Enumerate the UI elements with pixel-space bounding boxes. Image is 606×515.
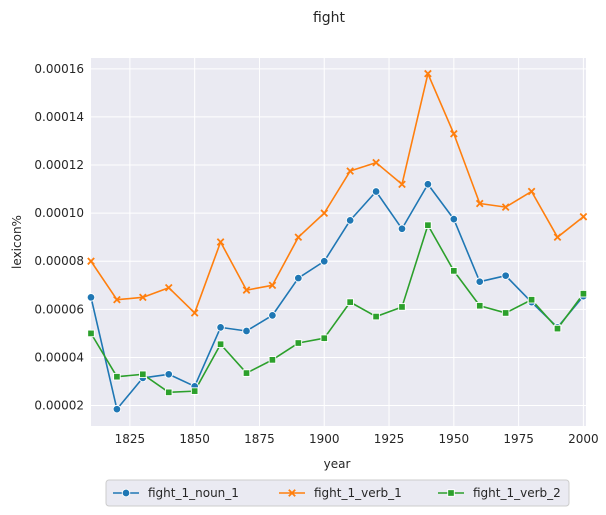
- data-point-fight_1_verb_1: [527, 187, 536, 196]
- x-tick-label: 1875: [244, 432, 275, 446]
- data-point-fight_1_verb_2: [113, 372, 121, 381]
- data-point-fight_1_verb_1: [346, 167, 354, 175]
- data-point-fight_1_noun_1: [86, 293, 96, 302]
- data-point-fight_1_verb_2: [475, 301, 484, 310]
- data-point-fight_1_noun_1: [501, 271, 510, 280]
- data-point-fight_1_noun_1: [371, 187, 381, 196]
- data-point-fight_1_verb_1: [87, 257, 95, 266]
- y-tick-label: 0.00016: [34, 62, 84, 76]
- y-tick-label: 0.00012: [34, 158, 84, 172]
- plot-background: [91, 58, 586, 426]
- data-point-fight_1_verb_1: [501, 203, 510, 211]
- x-tick-label: 1900: [309, 432, 340, 446]
- y-tick-labels: 0.00002 0.00004 0.00006 0.00008 0.00010 0.000…: [34, 62, 84, 413]
- data-point-fight_1_verb_1: [553, 233, 562, 242]
- series-markers: [86, 69, 588, 414]
- legend-frame: [105, 479, 570, 507]
- x-axis-label: year: [324, 457, 351, 471]
- data-point-fight_1_verb_1: [424, 69, 432, 78]
- data-point-fight_1_noun_1: [423, 180, 433, 189]
- legend-label-fight_1_verb_1: fight_1_verb_1: [314, 486, 402, 500]
- data-point-fight_1_noun_1: [294, 273, 303, 283]
- data-point-fight_1_verb_1: [398, 180, 406, 189]
- data-point-fight_1_verb_2: [242, 369, 251, 377]
- data-point-fight_1_verb_2: [372, 312, 380, 321]
- x-tick-labels: 1825 1850 1875 1900 1925 1950 1975 2000: [115, 432, 599, 446]
- data-point-fight_1_verb_1: [320, 209, 329, 217]
- data-point-fight_1_noun_1: [112, 404, 122, 414]
- data-point-fight_1_verb_2: [190, 387, 199, 395]
- data-point-fight_1_verb_2: [527, 295, 536, 304]
- grid-lines: [91, 58, 586, 426]
- chart-title: fight: [313, 10, 346, 26]
- data-point-fight_1_noun_1: [397, 224, 407, 234]
- y-axis-label: lexicon%: [10, 215, 24, 269]
- data-point-fight_1_verb_1: [164, 283, 173, 292]
- x-tick-label: 1950: [439, 432, 470, 446]
- series-line-fight_1_verb_2: [90, 224, 585, 394]
- data-point-fight_1_verb_2: [294, 339, 303, 347]
- data-point-fight_1_noun_1: [242, 326, 251, 336]
- data-point-fight_1_noun_1: [345, 216, 355, 225]
- data-point-fight_1_verb_2: [579, 289, 588, 298]
- data-point-fight_1_verb_1: [268, 281, 277, 290]
- x-tick-label: 1925: [374, 432, 405, 446]
- series-lines: [90, 72, 585, 410]
- y-tick-label: 0.00014: [34, 110, 84, 124]
- data-point-fight_1_verb_2: [164, 388, 173, 397]
- series-line-fight_1_verb_1: [90, 72, 584, 314]
- legend-marker-fight_1_noun_1: [121, 488, 131, 498]
- series-line-fight_1_noun_1: [90, 183, 585, 410]
- legend-marker-fight_1_verb_1: [288, 489, 296, 497]
- y-tick-label: 0.00002: [34, 399, 84, 413]
- data-point-fight_1_verb_2: [216, 340, 225, 348]
- data-point-fight_1_verb_1: [113, 295, 121, 304]
- data-point-fight_1_noun_1: [268, 311, 277, 320]
- x-tick-label: 1975: [503, 432, 534, 446]
- data-point-fight_1_verb_2: [398, 303, 406, 311]
- data-point-fight_1_verb_1: [294, 233, 303, 242]
- data-point-fight_1_verb_1: [138, 293, 147, 302]
- data-point-fight_1_verb_2: [268, 356, 277, 364]
- data-point-fight_1_noun_1: [449, 214, 459, 224]
- y-tick-label: 0.00010: [34, 206, 84, 220]
- data-point-fight_1_verb_2: [553, 324, 562, 333]
- x-tick-label: 1825: [115, 432, 146, 446]
- data-point-fight_1_verb_2: [320, 334, 328, 342]
- data-point-fight_1_verb_2: [87, 329, 95, 338]
- legend-label-fight_1_noun_1: fight_1_noun_1: [148, 486, 239, 500]
- data-point-fight_1_noun_1: [475, 277, 484, 286]
- legend: fight_1_noun_1 fight_1_verb_1 fight_1_verb…: [105, 479, 570, 507]
- data-point-fight_1_noun_1: [319, 256, 329, 266]
- y-tick-label: 0.00006: [34, 302, 84, 316]
- x-tick-label: 1850: [179, 432, 210, 446]
- data-point-fight_1_verb_1: [579, 212, 588, 221]
- legend-marker-fight_1_verb_2: [447, 489, 455, 497]
- x-tick-label: 2000: [568, 432, 599, 446]
- y-tick-label: 0.00004: [34, 350, 84, 364]
- data-point-fight_1_verb_2: [139, 370, 147, 379]
- data-point-fight_1_verb_2: [424, 221, 432, 229]
- data-point-fight_1_verb_1: [475, 199, 484, 208]
- data-point-fight_1_verb_1: [242, 286, 251, 294]
- data-point-fight_1_verb_1: [449, 129, 458, 138]
- y-tick-label: 0.00008: [34, 254, 84, 268]
- data-point-fight_1_noun_1: [164, 370, 173, 379]
- data-point-fight_1_verb_1: [216, 238, 225, 246]
- data-point-fight_1_verb_2: [346, 298, 354, 306]
- data-point-fight_1_verb_1: [190, 309, 199, 317]
- data-point-fight_1_verb_1: [372, 158, 380, 167]
- data-point-fight_1_verb_2: [450, 267, 458, 275]
- data-point-fight_1_verb_2: [501, 309, 510, 317]
- legend-label-fight_1_verb_2: fight_1_verb_2: [473, 486, 561, 500]
- data-point-fight_1_noun_1: [216, 323, 225, 332]
